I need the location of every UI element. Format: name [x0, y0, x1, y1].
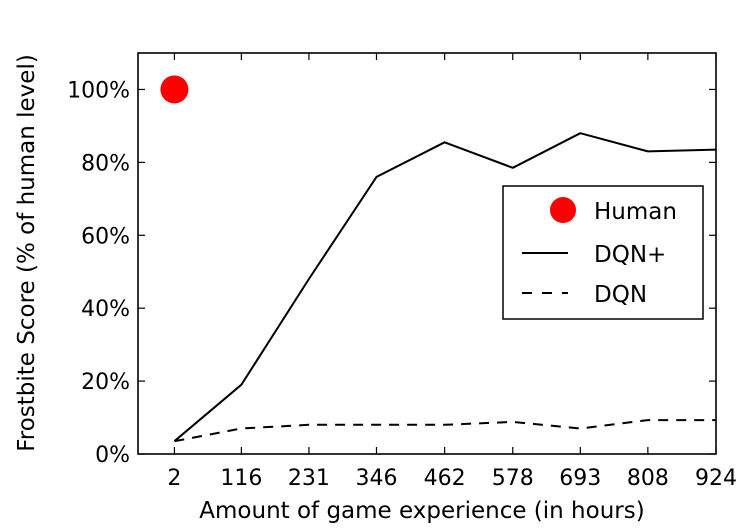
y-tick-label: 60% — [81, 224, 130, 249]
dqn-line — [174, 419, 716, 443]
legend: Human DQN+ DQN — [502, 185, 704, 320]
legend-dqn-plus-label: DQN+ — [594, 242, 666, 268]
legend-dqn-label: DQN — [594, 282, 647, 308]
x-tick-label: 2 — [167, 466, 181, 491]
x-tick-label: 462 — [424, 466, 466, 491]
y-axis-title: Frostbite Score (% of human level) — [14, 54, 40, 452]
y-tick-label: 20% — [81, 370, 130, 395]
dqn-plus-line — [173, 132, 717, 442]
x-tick-label: 116 — [220, 466, 262, 491]
y-tick-label: 80% — [81, 151, 130, 176]
x-tick-label: 346 — [355, 466, 397, 491]
human-point — [160, 75, 189, 104]
series-layer — [160, 75, 717, 443]
y-tick-label: 0% — [95, 443, 130, 468]
x-tick-label: 693 — [559, 466, 601, 491]
x-tick-label: 808 — [627, 466, 669, 491]
plot-frame — [137, 52, 717, 455]
x-tick-label: 578 — [492, 466, 534, 491]
x-axis-ticks: 2 116 231 346 462 578 693 808 924 — [167, 53, 737, 491]
x-axis-title: Amount of game experience (in hours) — [199, 498, 644, 524]
legend-human-marker — [550, 197, 576, 223]
x-tick-label: 231 — [288, 466, 330, 491]
legend-human-label: Human — [594, 199, 677, 225]
y-axis-ticks: 0% 20% 40% 60% 80% 100% — [67, 78, 716, 468]
y-tick-label: 40% — [81, 297, 130, 322]
y-tick-label: 100% — [67, 78, 130, 103]
x-tick-label: 924 — [695, 466, 737, 491]
